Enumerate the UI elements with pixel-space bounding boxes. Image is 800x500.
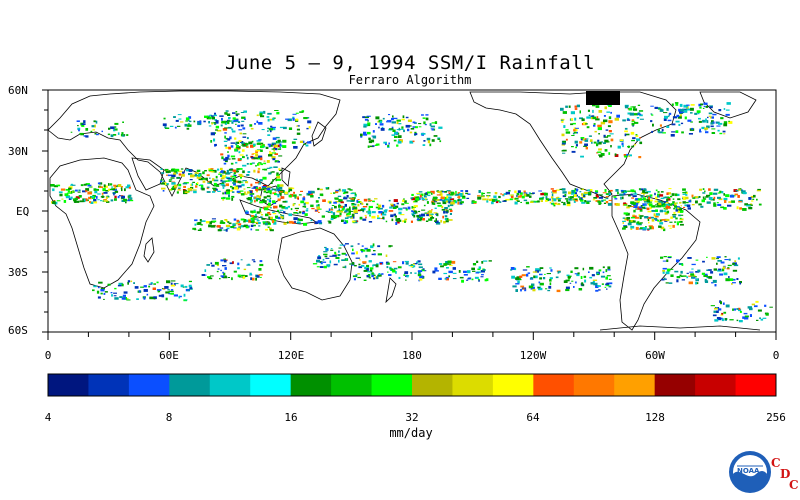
colorbar-label-32: 32 — [405, 411, 419, 424]
south-america-coast — [611, 193, 701, 331]
madagascar-coast — [143, 237, 155, 263]
noaa-logo-text: NOAA — [737, 467, 760, 475]
cdc-letter-c2: C — [789, 478, 799, 492]
antarctica-coast — [599, 325, 761, 331]
colorbar — [48, 374, 777, 396]
colorbar-swatch — [573, 374, 615, 396]
arabia-coast — [131, 157, 165, 191]
rainfall-patches — [50, 102, 773, 323]
coastlines — [47, 90, 761, 331]
arctic-fill — [586, 91, 620, 105]
colorbar-swatch — [654, 374, 696, 396]
colorbar-swatch — [533, 374, 575, 396]
noaa-logo — [729, 451, 771, 493]
cdc-letter-c1: C — [771, 456, 781, 470]
philippines-coast — [281, 167, 291, 187]
colorbar-swatch — [209, 374, 251, 396]
lat-label-60n: 60N — [8, 84, 28, 97]
lat-label-60s: 60S — [8, 324, 28, 337]
colorbar-swatch — [452, 374, 494, 396]
lat-ticks — [42, 89, 48, 333]
north-america-coast — [469, 91, 677, 199]
colorbar-unit: mm/day — [389, 426, 433, 440]
lon-label-60w: 60W — [645, 349, 665, 362]
lon-ticks — [47, 332, 777, 340]
colorbar-label-4: 4 — [44, 411, 52, 424]
colorbar-label-16: 16 — [284, 411, 298, 424]
colorbar-swatch — [492, 374, 534, 396]
colorbar-swatch — [88, 374, 130, 396]
lat-label-eq: EQ — [16, 205, 30, 218]
japan-coast — [311, 121, 327, 147]
colorbar-swatch — [614, 374, 656, 396]
lon-label-0: 0 — [44, 349, 52, 362]
africa-coast — [49, 157, 155, 289]
lat-label-30s: 30S — [8, 266, 28, 279]
colorbar-swatch — [250, 374, 292, 396]
colorbar-swatch — [169, 374, 211, 396]
map-subtitle: Ferraro Algorithm — [348, 73, 472, 87]
colorbar-swatch — [128, 374, 170, 396]
colorbar-label-8: 8 — [165, 411, 173, 424]
lat-label-30n: 30N — [8, 145, 28, 158]
colorbar-swatch — [371, 374, 413, 396]
colorbar-label-256: 256 — [766, 411, 786, 424]
newzealand-coast — [385, 277, 397, 304]
colorbar-swatch — [412, 374, 453, 396]
colorbar-swatch — [48, 374, 89, 396]
lon-label-120e: 120E — [277, 349, 305, 362]
australia-coast — [277, 227, 353, 301]
colorbar-swatch — [735, 374, 777, 396]
lon-label-60e: 60E — [159, 349, 179, 362]
colorbar-swatch — [695, 374, 737, 396]
map-title: June 5 – 9, 1994 SSM/I Rainfall — [224, 52, 596, 74]
eurasia-coast — [47, 90, 341, 197]
lon-label-180: 180 — [402, 349, 422, 362]
lon-label-0-end: 0 — [772, 349, 780, 362]
colorbar-swatch — [290, 374, 332, 396]
colorbar-label-64: 64 — [526, 411, 540, 424]
colorbar-label-128: 128 — [645, 411, 665, 424]
lon-label-120w: 120W — [519, 349, 547, 362]
cdc-letter-d: D — [780, 467, 791, 481]
colorbar-swatch — [331, 374, 373, 396]
colorbar-frame — [47, 373, 777, 397]
